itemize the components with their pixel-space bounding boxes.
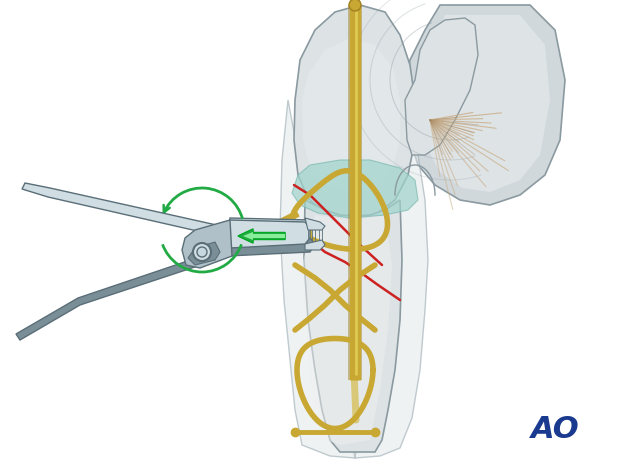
Polygon shape (22, 183, 315, 238)
Polygon shape (305, 240, 325, 250)
Polygon shape (405, 5, 565, 205)
Polygon shape (182, 220, 232, 268)
Circle shape (197, 247, 207, 257)
Circle shape (193, 243, 211, 261)
Polygon shape (294, 5, 415, 220)
Text: AO: AO (531, 415, 579, 444)
Polygon shape (423, 15, 550, 192)
Polygon shape (292, 160, 418, 218)
Polygon shape (188, 242, 220, 265)
Polygon shape (405, 18, 478, 155)
Circle shape (349, 0, 361, 11)
Polygon shape (302, 38, 400, 193)
Polygon shape (16, 238, 315, 340)
Polygon shape (304, 200, 402, 452)
FancyArrow shape (243, 232, 285, 240)
Polygon shape (302, 215, 392, 445)
Polygon shape (225, 220, 310, 248)
Polygon shape (305, 218, 325, 230)
FancyArrow shape (238, 229, 285, 243)
Polygon shape (280, 70, 428, 458)
